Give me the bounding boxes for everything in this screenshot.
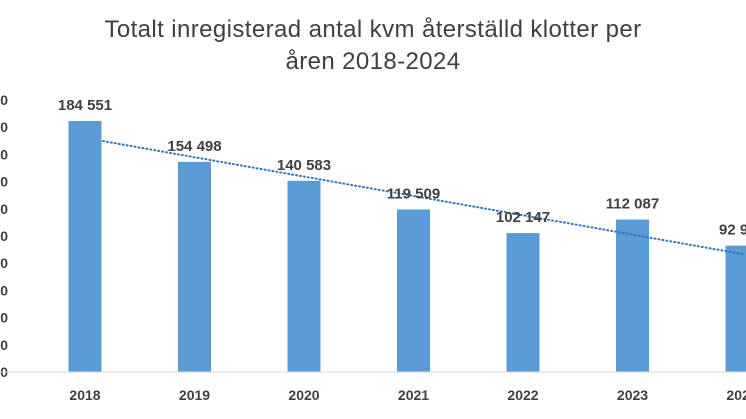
x-tick-label-2020: 2020 bbox=[288, 387, 319, 403]
y-axis-ticks: 020 00040 00060 00080 000100 000120 0001… bbox=[0, 92, 8, 380]
data-label-2019: 154 498 bbox=[167, 138, 221, 155]
x-tick-label-2021: 2021 bbox=[398, 387, 429, 403]
y-tick-label: 160 000 bbox=[0, 146, 8, 162]
y-tick-label: 40 000 bbox=[0, 310, 8, 326]
y-tick-label: 120 000 bbox=[0, 201, 8, 217]
data-label-2021: 119 509 bbox=[387, 185, 440, 202]
x-tick-label-2024: 2024 bbox=[726, 387, 746, 403]
y-tick-label: 60 000 bbox=[0, 282, 8, 298]
bar-2019 bbox=[178, 161, 211, 372]
data-label-2022: 102 147 bbox=[496, 209, 550, 226]
bar-2022 bbox=[506, 233, 540, 372]
y-tick-label: 80 000 bbox=[0, 255, 8, 271]
bar-2023 bbox=[616, 219, 649, 372]
data-labels: 184 551 154 498 140 583 119 509 102 147 112 0… bbox=[58, 97, 746, 239]
bar-2024 bbox=[725, 245, 746, 372]
data-label-2024: 92 900 bbox=[719, 222, 746, 239]
trendline-line bbox=[102, 140, 743, 255]
x-axis-labels: 2018 2019 2020 2021 2022 2023 2024 bbox=[69, 387, 746, 403]
bars bbox=[68, 121, 746, 372]
y-tick-label: 20 000 bbox=[0, 337, 8, 353]
chart-title: Totalt inregisterad antal kvm återställd… bbox=[104, 16, 642, 75]
y-tick-label: 180 000 bbox=[0, 119, 8, 135]
data-label-2020: 140 583 bbox=[277, 157, 331, 174]
bar-2018 bbox=[68, 121, 102, 372]
bar-2020 bbox=[287, 180, 321, 372]
trendline bbox=[102, 140, 743, 255]
x-tick-label-2022: 2022 bbox=[507, 387, 538, 403]
data-label-2018: 184 551 bbox=[58, 97, 112, 114]
data-label-2023: 112 087 bbox=[606, 196, 659, 213]
y-tick-label: 100 000 bbox=[0, 228, 8, 244]
x-tick-label-2018: 2018 bbox=[69, 387, 100, 403]
y-tick-label: 140 000 bbox=[0, 174, 8, 190]
x-tick-label-2019: 2019 bbox=[179, 387, 210, 403]
bar-2021 bbox=[397, 209, 430, 372]
x-tick-label-2023: 2023 bbox=[617, 387, 648, 403]
y-tick-label: 200 000 bbox=[0, 92, 8, 108]
